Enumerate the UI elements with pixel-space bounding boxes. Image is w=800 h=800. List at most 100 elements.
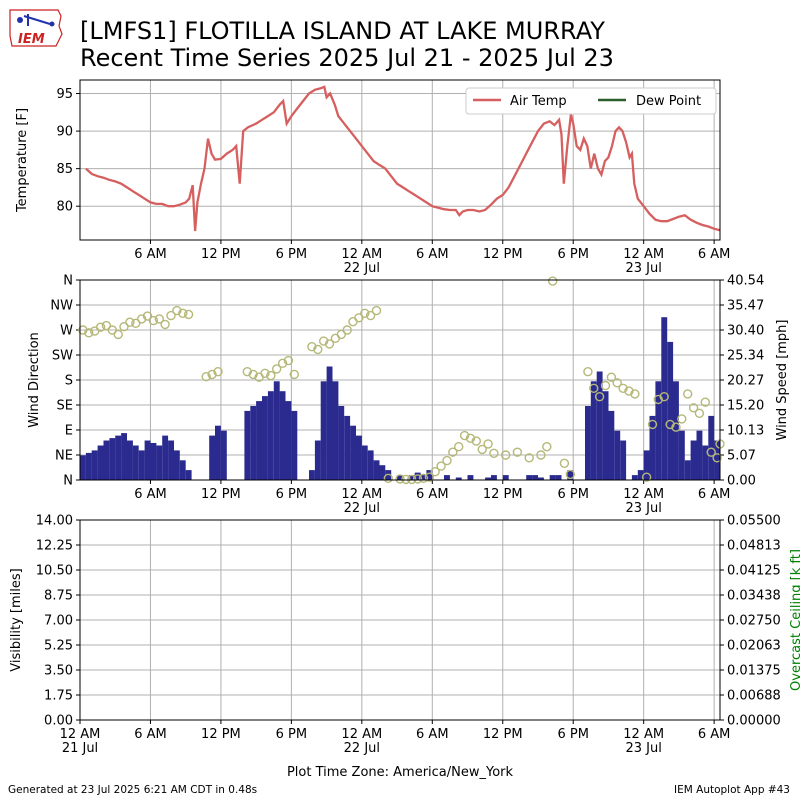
wind-speed-tick-label: 30.40: [727, 324, 764, 339]
wind-x-tick-label: 12 PM: [201, 487, 241, 502]
visibility-y-tick-label: 7.00: [44, 614, 73, 629]
temperature-plot-frame: [79, 79, 721, 241]
wind-speed-bar: [526, 475, 533, 480]
temperature-y-tick-label: 85: [56, 162, 73, 177]
wind-speed-bar: [555, 475, 562, 480]
wind-direction-marker: [125, 317, 135, 327]
wind-speed-bar: [209, 435, 216, 480]
wind-speed-bar: [115, 435, 122, 480]
wind-direction-marker: [436, 461, 446, 471]
wind-speed-bar: [608, 410, 615, 480]
temperature-y-tick-label: 90: [56, 125, 73, 140]
wind-x-tick-label: 6 PM: [557, 487, 588, 502]
legend-label-air-temp: Air Temp: [510, 94, 567, 109]
wind-direction-marker: [107, 325, 118, 335]
wind-direction-marker: [283, 355, 294, 366]
wind-direction-marker: [148, 315, 159, 326]
visibility-y-tick-label: 5.25: [44, 639, 73, 654]
wind-speed-bar: [127, 440, 133, 480]
wind-direction-marker: [360, 308, 370, 318]
temperature-x-tick-sublabel: 23 Jul: [625, 261, 661, 276]
temperature-x-tick-label: 12 AM: [341, 247, 382, 262]
ceiling-y-tick-label: 0.04813: [727, 539, 781, 554]
wind-direction-marker: [371, 305, 382, 316]
wind-direction-marker: [606, 372, 617, 382]
visibility-y-tick-label: 14.00: [36, 514, 73, 529]
wind-direction-marker: [512, 447, 523, 457]
wind-x-tick-sublabel: 23 Jul: [625, 501, 661, 516]
wind-direction-marker: [201, 372, 211, 382]
wind-direction-marker: [207, 369, 217, 380]
wind-x-tick-label: 12 AM: [623, 487, 664, 502]
wind-speed-bar: [162, 435, 169, 480]
wind-speed-bar: [385, 470, 392, 480]
wind-speed-tick-label: 40.54: [727, 274, 764, 289]
wind-speed-bar: [267, 391, 274, 480]
wind-speed-bar: [661, 317, 668, 480]
wind-direction-marker: [324, 339, 335, 349]
wind-direction-marker: [647, 419, 658, 430]
wind-direction-marker: [459, 430, 470, 441]
iem-logo: IEM: [6, 6, 66, 50]
wind-direction-marker: [501, 450, 511, 460]
wind-direction-marker: [407, 474, 417, 485]
ceiling-y-tick-label: 0.03438: [727, 589, 781, 604]
wind-direction-marker: [612, 378, 622, 388]
wind-direction-marker: [694, 408, 705, 418]
wind-direction-tick-label: N: [63, 274, 73, 289]
wind-speed-bar: [502, 475, 509, 480]
ceiling-y-tick-label: 0.05500: [727, 514, 781, 529]
wind-direction-marker: [442, 455, 452, 466]
wind-speed-bar: [85, 452, 92, 480]
wind-direction-marker: [113, 329, 123, 340]
wind-direction-marker: [272, 364, 282, 374]
wind-speed-bar: [397, 475, 403, 480]
temperature-x-tick-label: 6 AM: [698, 247, 731, 262]
wind-direction-marker: [395, 474, 405, 484]
wind-direction-marker: [712, 453, 722, 463]
wind-speed-bar: [549, 475, 556, 480]
wind-speed-bar: [455, 477, 462, 480]
wind-direction-marker: [542, 442, 552, 452]
visibility-x-tick-sublabel: 22 Jul: [344, 741, 380, 756]
wind-direction-marker: [683, 389, 693, 399]
visibility-x-tick-sublabel: 21 Jul: [62, 741, 98, 756]
temperature-x-tick-label: 6 PM: [276, 247, 307, 262]
wind-speed-bar: [367, 450, 374, 480]
visibility-y-tick-label: 0.00: [44, 714, 73, 729]
wind-direction-marker: [101, 320, 112, 331]
wind-direction-marker: [142, 311, 153, 321]
temperature-x-tick-label: 6 PM: [557, 247, 588, 262]
wind-direction-marker: [119, 322, 129, 332]
wind-direction-marker: [594, 392, 605, 402]
wind-speed-bar: [97, 445, 104, 480]
wind-speed-axis-label: Wind Speed [mph]: [775, 320, 790, 441]
wind-x-tick-label: 6 AM: [698, 487, 731, 502]
wind-speed-bar: [649, 415, 656, 480]
wind-speed-bar: [309, 470, 315, 480]
wind-direction-marker: [483, 439, 493, 449]
wind-speed-bar: [667, 341, 674, 480]
wind-speed-bar: [273, 381, 280, 480]
visibility-plot-frame: [79, 519, 721, 721]
wind-direction-marker: [95, 322, 106, 332]
wind-direction-marker: [489, 448, 499, 458]
wind-direction-marker: [653, 394, 663, 405]
generated-footer: Generated at 23 Jul 2025 6:21 AM CDT in …: [8, 784, 258, 796]
temperature-x-tick-sublabel: 22 Jul: [344, 261, 380, 276]
wind-speed-bar: [314, 440, 321, 480]
wind-speed-bar: [414, 472, 421, 480]
wind-speed-bar: [696, 430, 703, 480]
wind-speed-bar: [185, 470, 192, 480]
timezone-label: Plot Time Zone: America/New_York: [286, 765, 514, 780]
wind-speed-bar: [567, 470, 574, 480]
wind-direction-marker: [383, 473, 393, 483]
wind-direction-marker: [477, 444, 487, 455]
wind-direction-marker: [78, 325, 88, 335]
visibility-axis-label: Visibility [miles]: [9, 568, 24, 671]
visibility-y-tick-label: 12.25: [36, 539, 73, 554]
wind-direction-marker: [706, 447, 716, 457]
wind-direction-marker: [178, 308, 188, 318]
wind-speed-tick-label: 25.34: [727, 349, 764, 364]
wind-direction-marker: [336, 329, 346, 340]
